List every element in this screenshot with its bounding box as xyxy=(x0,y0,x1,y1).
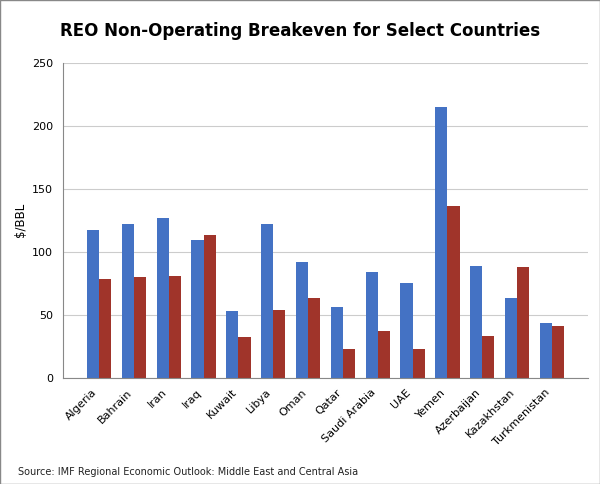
Bar xyxy=(378,331,390,378)
Bar xyxy=(505,298,517,378)
Bar xyxy=(238,337,251,378)
Bar xyxy=(122,224,134,378)
Bar xyxy=(296,262,308,378)
Bar xyxy=(400,283,413,378)
Bar xyxy=(365,272,378,378)
Bar xyxy=(540,323,552,378)
Bar xyxy=(134,277,146,378)
Bar xyxy=(448,206,460,378)
Bar xyxy=(273,310,286,378)
Bar xyxy=(552,326,564,378)
Bar xyxy=(343,348,355,378)
Bar xyxy=(261,224,273,378)
Bar xyxy=(99,279,111,378)
Bar xyxy=(413,348,425,378)
Text: Source: IMF Regional Economic Outlook: Middle East and Central Asia: Source: IMF Regional Economic Outlook: M… xyxy=(18,467,358,477)
Bar xyxy=(470,266,482,378)
Bar xyxy=(226,311,238,378)
Bar xyxy=(157,218,169,378)
Bar xyxy=(308,298,320,378)
Text: REO Non-Operating Breakeven for Select Countries: REO Non-Operating Breakeven for Select C… xyxy=(60,22,540,40)
Bar xyxy=(435,107,448,378)
Bar xyxy=(331,307,343,378)
Bar xyxy=(517,267,529,378)
Bar xyxy=(203,235,216,378)
Y-axis label: $/BBL: $/BBL xyxy=(14,203,26,237)
Bar xyxy=(191,241,203,378)
Bar xyxy=(169,275,181,378)
Bar xyxy=(87,230,99,378)
Bar xyxy=(482,336,494,378)
